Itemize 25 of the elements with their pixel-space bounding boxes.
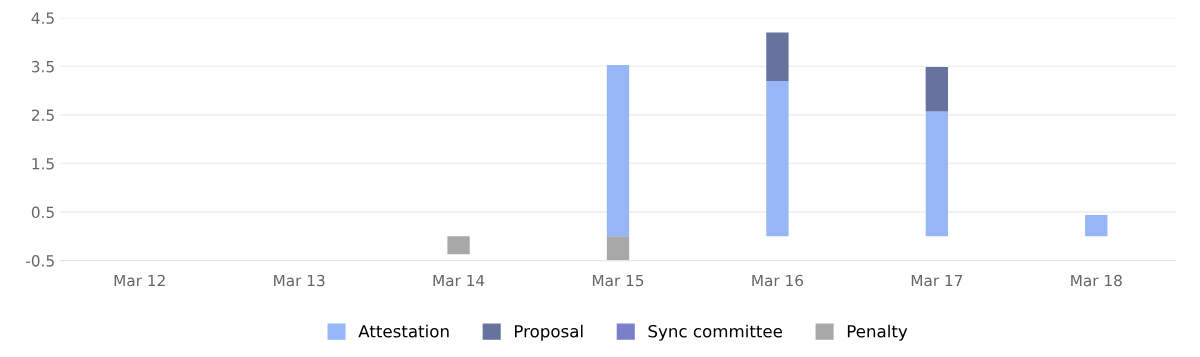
x-tick-label: Mar 14 — [433, 274, 485, 287]
y-tick-label: 2.5 — [31, 109, 54, 121]
bar — [447, 236, 470, 255]
y-tick-label: 3.5 — [32, 60, 54, 73]
bar — [925, 66, 949, 112]
bar — [1085, 214, 1108, 237]
y-tick-label: -0.5 — [26, 255, 54, 267]
x-tick-label: Mar 13 — [274, 274, 325, 287]
x-tick-label: Mar 12 — [114, 274, 165, 287]
bar — [766, 32, 789, 81]
x-tick-label: Mar 15 — [592, 274, 644, 287]
x-tick-label: Mar 16 — [752, 274, 804, 287]
y-tick-label: 1.5 — [32, 158, 54, 170]
bar — [925, 111, 949, 237]
legend-label: Proposal — [514, 324, 583, 341]
bar — [606, 64, 630, 237]
legend-label: Attestation — [358, 324, 449, 338]
y-tick-label: 4.5 — [31, 12, 54, 24]
bar — [766, 80, 789, 237]
bar — [606, 236, 630, 261]
y-tick-label: 0.5 — [31, 206, 54, 219]
legend-label: Sync committee — [648, 324, 783, 341]
x-tick-label: Mar 17 — [911, 274, 963, 287]
x-tick-label: Mar 18 — [1071, 274, 1122, 287]
legend-label: Penalty — [847, 324, 908, 341]
